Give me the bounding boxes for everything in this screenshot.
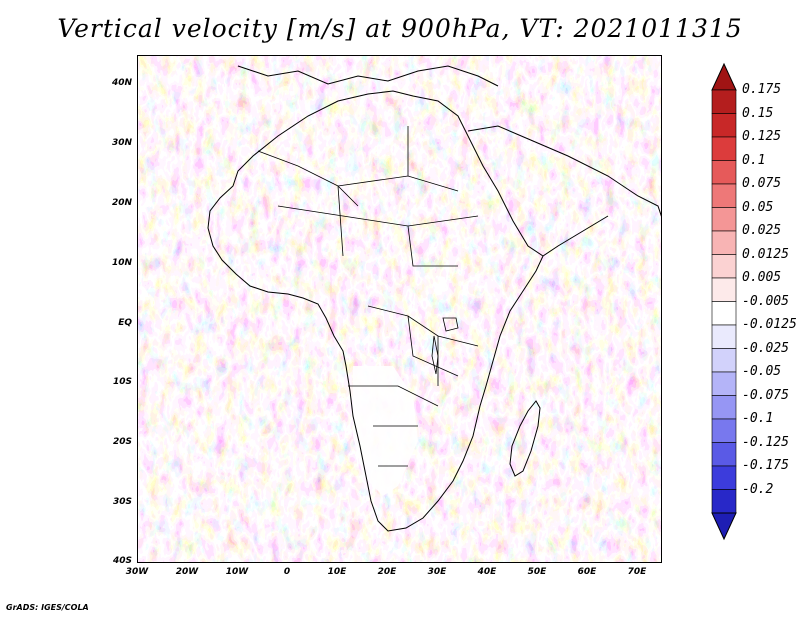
lat-label-40s: 40S xyxy=(112,556,132,566)
colorbar xyxy=(711,62,737,541)
colorbar-top-arrow xyxy=(711,62,737,91)
colorbar-swatch-11 xyxy=(711,348,737,373)
lat-label-40n: 40N xyxy=(111,78,132,88)
colorbar-label-13: -0.075 xyxy=(742,387,789,403)
lon-label-50e: 50E xyxy=(527,567,547,577)
lat-label-eq: EQ xyxy=(118,318,132,328)
lon-label-30w: 30W xyxy=(125,567,149,577)
colorbar-label-9: -0.005 xyxy=(742,293,789,309)
lon-label-40e: 40E xyxy=(477,567,497,577)
colorbar-label-14: -0.1 xyxy=(742,411,774,426)
colorbar-label-6: 0.025 xyxy=(742,223,782,238)
colorbar-swatch-13 xyxy=(711,395,737,420)
colorbar-swatch-10 xyxy=(711,324,737,349)
grads-credit: GrADS: IGES/COLA xyxy=(6,603,89,612)
lake-tanganyika xyxy=(431,335,439,375)
country-borders xyxy=(257,126,479,467)
lon-label-10w: 10W xyxy=(225,567,249,577)
lat-label-20s: 20S xyxy=(112,437,132,447)
colorbar-swatch-17 xyxy=(711,489,737,514)
colorbar-label-16: -0.175 xyxy=(742,458,789,473)
field-noise xyxy=(138,56,661,562)
colorbar-label-8: 0.005 xyxy=(742,270,782,285)
colorbar-label-5: 0.05 xyxy=(742,199,774,215)
colorbar-label-3: 0.1 xyxy=(742,152,766,168)
africa-coastline xyxy=(207,90,544,532)
map-title: Vertical velocity [m/s] at 900hPa, VT: 2… xyxy=(57,14,743,43)
colorbar-label-17: -0.2 xyxy=(742,481,774,497)
lat-label-30s: 30S xyxy=(112,497,132,507)
colorbar-label-11: -0.025 xyxy=(742,340,789,356)
lon-label-20e: 20E xyxy=(377,567,397,577)
lat-label-20n: 20N xyxy=(111,198,132,208)
lat-label-10s: 10S xyxy=(112,377,132,387)
lake-victoria xyxy=(442,317,459,332)
colorbar-label-1: 0.15 xyxy=(742,105,774,121)
lon-label-60e: 60E xyxy=(577,567,597,577)
colorbar-swatch-2 xyxy=(711,136,737,161)
colorbar-swatch-0 xyxy=(711,89,737,114)
europe-coastline xyxy=(237,65,499,87)
colorbar-swatch-12 xyxy=(711,371,737,396)
colorbar-bottom-arrow xyxy=(711,512,737,541)
land-southern-africa-dry xyxy=(353,366,418,496)
velocity-field xyxy=(138,56,661,562)
colorbar-label-7: 0.0125 xyxy=(742,246,789,262)
colorbar-swatch-1 xyxy=(711,113,737,138)
madagascar-coastline xyxy=(509,400,541,477)
colorbar-label-12: -0.05 xyxy=(742,364,782,379)
colorbar-swatch-14 xyxy=(711,418,737,443)
lon-label-30e: 30E xyxy=(427,567,447,577)
arabia-coastline xyxy=(467,125,661,257)
colorbar-label-4: 0.075 xyxy=(742,176,782,191)
colorbar-swatch-3 xyxy=(711,160,737,185)
colorbar-swatch-7 xyxy=(711,254,737,279)
lon-label-10e: 10E xyxy=(327,567,347,577)
colorbar-swatch-5 xyxy=(711,207,737,232)
colorbar-swatch-9 xyxy=(711,301,737,326)
colorbar-label-10: -0.0125 xyxy=(742,317,797,332)
colorbar-label-2: 0.125 xyxy=(742,129,782,144)
colorbar-swatch-16 xyxy=(711,465,737,490)
colorbar-swatch-8 xyxy=(711,277,737,302)
lat-label-10n: 10N xyxy=(111,258,132,268)
colorbar-label-15: -0.125 xyxy=(742,434,789,450)
lon-label-0: 0 xyxy=(283,567,291,577)
map-panel xyxy=(137,55,662,563)
lon-label-70e: 70E xyxy=(627,567,647,577)
colorbar-swatch-15 xyxy=(711,442,737,467)
lon-label-20w: 20W xyxy=(175,567,199,577)
colorbar-label-0: 0.175 xyxy=(742,82,782,97)
colorbar-swatch-6 xyxy=(711,230,737,255)
colorbar-swatch-4 xyxy=(711,183,737,208)
lat-label-30n: 30N xyxy=(111,138,132,148)
